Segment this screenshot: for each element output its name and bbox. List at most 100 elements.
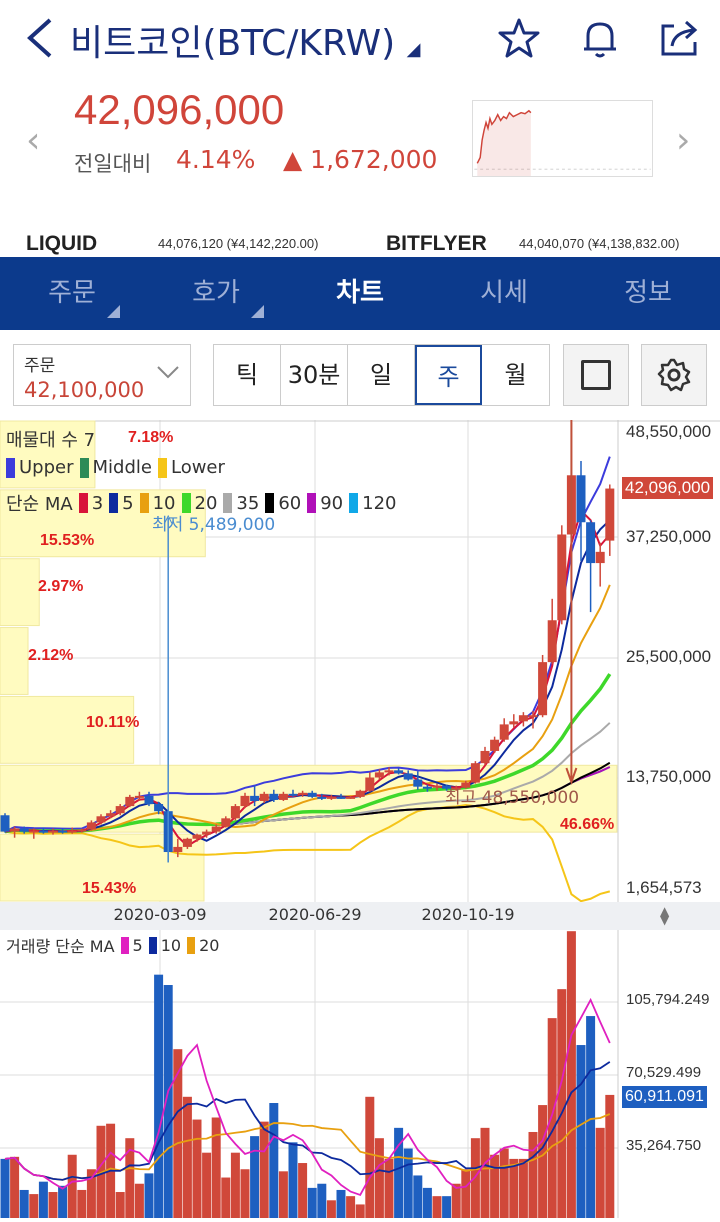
volume-bar — [106, 1123, 116, 1221]
volume-bar — [58, 1185, 68, 1221]
legend-swatch — [148, 936, 157, 954]
volume-bar — [154, 974, 164, 1221]
bell-icon[interactable] — [578, 16, 622, 60]
volume-bar — [365, 1096, 375, 1221]
volume-bar — [422, 1187, 432, 1221]
legend-swatch — [157, 457, 167, 478]
legend-item: 10 — [160, 935, 182, 955]
candle — [557, 534, 567, 621]
legend-swatch — [109, 493, 119, 513]
volume-bar — [221, 1177, 231, 1221]
candle — [490, 739, 500, 751]
star-icon[interactable] — [497, 16, 541, 60]
volume-bar — [67, 1154, 77, 1221]
order-value: 42,100,000 — [24, 378, 145, 402]
mini-price-chart[interactable] — [472, 100, 653, 177]
period-week[interactable]: 주 — [415, 345, 482, 405]
volume-profile-percent: 2.12% — [28, 647, 74, 664]
tab-info[interactable]: 정보 — [576, 257, 720, 330]
fullscreen-button[interactable] — [563, 344, 629, 406]
volume-bar — [509, 1158, 519, 1221]
period-month[interactable]: 월 — [504, 361, 527, 389]
order-price-select[interactable]: 주문 42,100,000 — [13, 344, 191, 406]
bollinger-legend: Upper Middle Lower — [0, 457, 225, 478]
candle — [384, 770, 394, 773]
dropdown-triangle-icon[interactable]: ◢ — [406, 39, 421, 60]
volume-bar — [0, 1158, 10, 1221]
back-arrow-icon[interactable] — [22, 16, 62, 60]
candle — [19, 828, 29, 832]
volume-profile-legend: 매물대 수 7 — [6, 430, 96, 451]
page-title[interactable]: 비트코인(BTC/KRW) ◢ — [70, 14, 420, 66]
change-amount: ▲ 1,672,000 — [283, 145, 438, 174]
main-tabs: 주문 호가 차트 시세 정보 — [0, 257, 720, 330]
candle — [461, 782, 471, 788]
volume-bar — [566, 931, 576, 1221]
volume-bar — [278, 1171, 288, 1221]
volume-bar — [413, 1175, 423, 1221]
candle — [10, 828, 20, 832]
legend-swatch — [78, 493, 88, 513]
volume-bar — [394, 1127, 404, 1221]
candle — [499, 724, 509, 740]
volume-profile-percent: 7.18% — [128, 429, 174, 446]
candle — [355, 790, 365, 797]
volume-legend: 거래량 단순 MA 5 10 20 — [6, 933, 219, 957]
sort-arrows-icon[interactable]: ▲ ▼ — [660, 904, 670, 927]
period-selector: 틱 30분 일 주 월 — [213, 344, 550, 406]
volume-bar — [442, 1196, 452, 1221]
volume-ma-10-line — [4, 1061, 611, 1181]
tab-chart[interactable]: 차트 — [288, 257, 432, 330]
candle — [442, 785, 452, 789]
period-30min[interactable]: 30분 — [281, 345, 348, 405]
price-axis-label: 25,500,000 — [626, 647, 712, 667]
candle — [86, 822, 96, 830]
volume-bar — [586, 1016, 596, 1221]
prev-coin-chevron-icon[interactable]: ‹ — [26, 120, 41, 161]
coin-title: 비트코인(BTC/KRW) — [70, 23, 396, 64]
candle — [509, 721, 519, 725]
next-coin-chevron-icon[interactable]: › — [676, 120, 691, 161]
candle — [134, 795, 144, 798]
change-label: 전일대비 — [74, 152, 152, 176]
legend-item: 10 — [152, 492, 176, 514]
volume-bar — [538, 1105, 548, 1221]
volume-bar — [326, 1200, 336, 1221]
legend-item: 90 — [320, 492, 344, 514]
chart-canvas[interactable] — [0, 420, 720, 1221]
volume-bar — [307, 1187, 317, 1221]
volume-ma-20-line — [4, 1113, 611, 1181]
candle — [144, 795, 154, 805]
candle — [374, 772, 384, 778]
ma-3-line — [4, 508, 611, 848]
candle — [432, 785, 442, 788]
exchange-bitflyer: BITFLYER — [386, 232, 487, 256]
settings-button[interactable] — [641, 344, 707, 406]
exchange-name: LIQUID — [26, 232, 98, 255]
candle — [605, 488, 615, 541]
volume-bar — [86, 1169, 96, 1221]
date-axis — [0, 902, 720, 930]
price-chart[interactable]: 매물대 수 7 Upper Middle Lower 단순 MA 3 5 10 20 35 60… — [0, 420, 720, 1221]
price-axis-label: 48,550,000 — [626, 422, 712, 441]
volume-bar — [163, 985, 173, 1221]
candle — [307, 792, 317, 797]
share-icon[interactable] — [658, 16, 702, 60]
lowest-price-label: 최저 5,489,000 — [152, 515, 276, 535]
tab-order[interactable]: 주문 — [0, 257, 144, 330]
tab-orderbook[interactable]: 호가 — [144, 257, 288, 330]
volume-bar — [317, 1183, 327, 1221]
legend-item: 3 — [91, 492, 104, 514]
price-axis-label: 13,750,000 — [626, 767, 712, 786]
volume-profile-bar — [0, 489, 206, 558]
period-day[interactable]: 일 — [348, 345, 415, 405]
chevron-down-icon — [157, 366, 179, 379]
candle — [211, 826, 221, 832]
bollinger-lower-line — [4, 804, 611, 903]
candle — [77, 829, 87, 832]
tab-label: 주문 — [48, 278, 96, 308]
candle — [182, 838, 192, 847]
period-tick[interactable]: 틱 — [214, 345, 281, 405]
tab-market-price[interactable]: 시세 — [432, 257, 576, 330]
volume-bar — [134, 1183, 144, 1221]
